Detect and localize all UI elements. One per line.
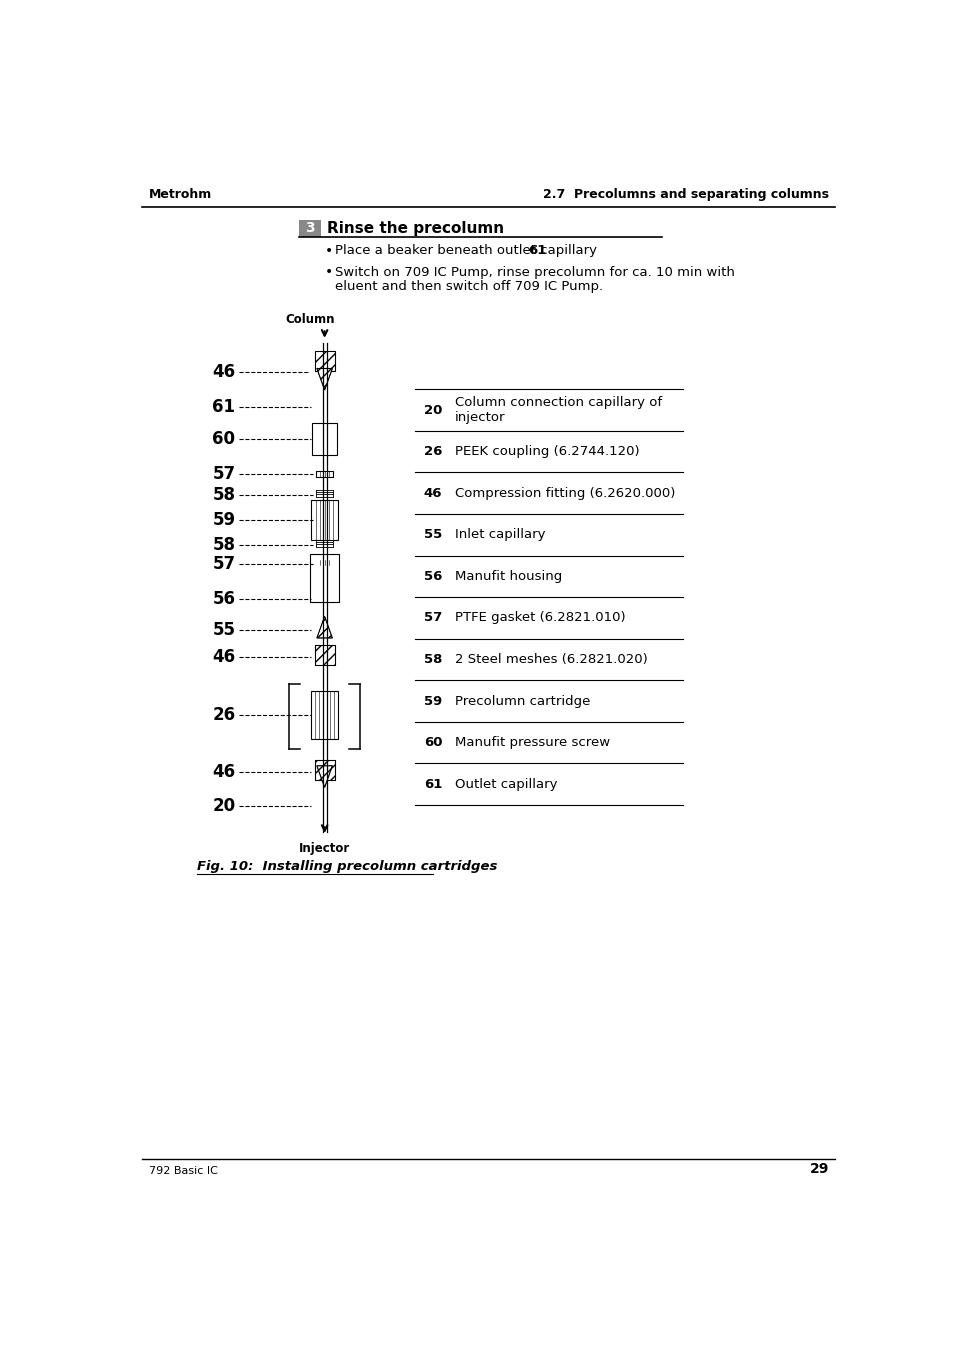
Text: 61: 61: [423, 778, 442, 790]
Text: 57: 57: [213, 555, 235, 573]
Bar: [315, 471, 333, 477]
Text: Inlet capillary: Inlet capillary: [455, 528, 545, 542]
Bar: [311, 500, 337, 540]
Text: 20: 20: [423, 404, 442, 416]
Polygon shape: [316, 766, 332, 788]
Text: 59: 59: [423, 694, 441, 708]
Bar: [310, 554, 339, 601]
Text: 20: 20: [213, 797, 235, 815]
Bar: [314, 761, 335, 781]
Text: 46: 46: [213, 763, 235, 781]
Text: 29: 29: [809, 1162, 828, 1177]
Text: Rinse the precolumn: Rinse the precolumn: [327, 220, 503, 236]
Text: 3: 3: [305, 222, 314, 235]
Text: Compression fitting (6.2620.000): Compression fitting (6.2620.000): [455, 486, 675, 500]
Text: Outlet capillary: Outlet capillary: [455, 778, 557, 790]
Text: •: •: [324, 265, 333, 280]
Bar: [314, 761, 335, 781]
Text: 55: 55: [423, 528, 441, 542]
Text: Column connection capillary of
injector: Column connection capillary of injector: [455, 396, 661, 424]
Text: 60: 60: [423, 736, 442, 750]
Text: 57: 57: [423, 612, 441, 624]
Text: 58: 58: [213, 486, 235, 504]
Text: 26: 26: [423, 444, 442, 458]
Text: Manufit pressure screw: Manufit pressure screw: [455, 736, 609, 750]
Text: 26: 26: [213, 707, 235, 724]
Bar: [312, 423, 336, 455]
Text: 792 Basic IC: 792 Basic IC: [149, 1166, 217, 1175]
Text: 57: 57: [213, 465, 235, 482]
Text: 61: 61: [213, 399, 235, 416]
Text: Switch on 709 IC Pump, rinse precolumn for ca. 10 min with: Switch on 709 IC Pump, rinse precolumn f…: [335, 266, 735, 278]
Text: 58: 58: [213, 536, 235, 554]
Text: 60: 60: [213, 431, 235, 449]
Text: eluent and then switch off 709 IC Pump.: eluent and then switch off 709 IC Pump.: [335, 280, 603, 293]
Text: 61: 61: [527, 245, 545, 257]
Bar: [315, 559, 333, 565]
Text: •: •: [324, 243, 333, 258]
Text: 2.7  Precolumns and separating columns: 2.7 Precolumns and separating columns: [542, 188, 828, 201]
Bar: [311, 692, 337, 739]
Text: Injector: Injector: [298, 843, 350, 855]
Text: 58: 58: [423, 653, 442, 666]
Text: 46: 46: [213, 648, 235, 666]
Polygon shape: [316, 616, 332, 638]
Text: Manufit housing: Manufit housing: [455, 570, 561, 582]
Text: Fig. 10:  Installing precolumn cartridges: Fig. 10: Installing precolumn cartridges: [196, 861, 497, 873]
Text: 2 Steel meshes (6.2821.020): 2 Steel meshes (6.2821.020): [455, 653, 647, 666]
Text: 55: 55: [213, 620, 235, 639]
Text: 59: 59: [213, 511, 235, 530]
Bar: [314, 644, 335, 665]
Polygon shape: [316, 369, 332, 390]
Bar: [314, 351, 335, 370]
Text: PTFE gasket (6.2821.010): PTFE gasket (6.2821.010): [455, 612, 625, 624]
Text: Column: Column: [286, 313, 335, 327]
Text: .: .: [540, 245, 544, 257]
Bar: [298, 220, 320, 236]
Bar: [314, 644, 335, 665]
Text: 56: 56: [213, 590, 235, 608]
Text: 46: 46: [213, 362, 235, 381]
Text: 56: 56: [423, 570, 442, 582]
Text: Metrohm: Metrohm: [149, 188, 212, 201]
Bar: [314, 351, 335, 370]
Text: Precolumn cartridge: Precolumn cartridge: [455, 694, 590, 708]
Text: 46: 46: [423, 486, 442, 500]
Text: Place a beaker beneath outlet capillary: Place a beaker beneath outlet capillary: [335, 245, 601, 257]
Text: PEEK coupling (6.2744.120): PEEK coupling (6.2744.120): [455, 444, 639, 458]
